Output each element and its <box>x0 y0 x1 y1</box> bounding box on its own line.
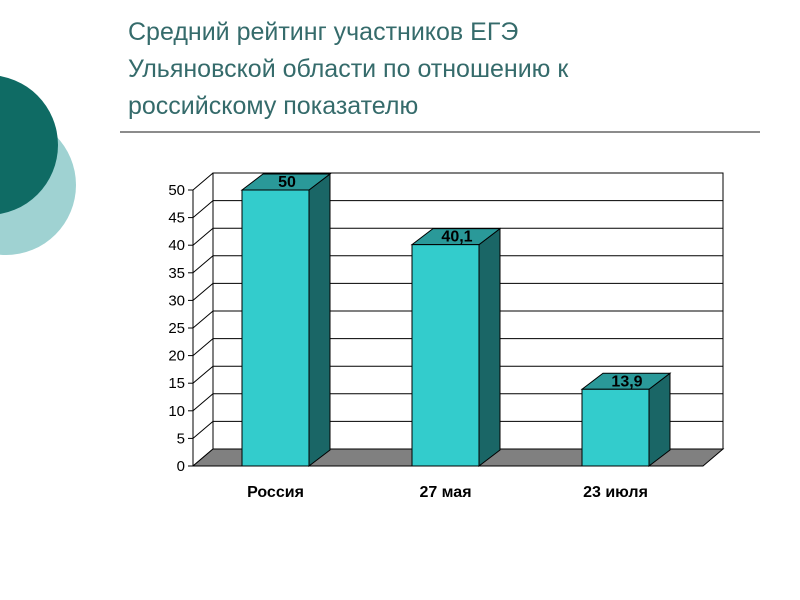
y-tick-label: 30 <box>168 292 185 309</box>
deco-dark-circle <box>0 76 58 214</box>
grid-diagonal <box>192 172 214 191</box>
grid-diagonal <box>192 393 214 412</box>
data-label: 13,9 <box>611 373 642 390</box>
grid-diagonal <box>192 421 214 439</box>
x-category-label: 23 июля <box>583 484 648 501</box>
grid-diagonal <box>192 365 214 384</box>
slide-title-line-3: российскому показателю <box>128 92 419 120</box>
grid-diagonal <box>192 283 214 301</box>
y-tick-label: 20 <box>168 348 185 365</box>
y-tick-label: 35 <box>168 265 185 282</box>
y-tick-label: 25 <box>168 320 185 337</box>
slide-title-line-2: Ульяновской области по отношению к <box>128 55 569 83</box>
grid-diagonal <box>192 227 214 246</box>
y-tick-label: 50 <box>168 182 185 199</box>
slide-title-line-1: Средний рейтинг участников ЕГЭ <box>128 18 519 46</box>
y-tick-label: 5 <box>177 430 185 447</box>
bar <box>581 388 650 467</box>
data-label: 50 <box>278 174 296 191</box>
y-tick-label: 45 <box>168 210 185 227</box>
bar-side <box>308 172 331 468</box>
bar-side <box>478 227 501 468</box>
x-category-label: Россия <box>247 484 304 501</box>
slide-title: Средний рейтинг участников ЕГЭ Ульяновск… <box>128 14 768 125</box>
data-label: 40,1 <box>441 229 472 246</box>
grid-diagonal <box>192 200 214 218</box>
y-tick-label: 40 <box>168 237 185 254</box>
x-category-label: 27 мая <box>419 484 471 501</box>
grid-diagonal <box>192 255 214 274</box>
title-divider <box>120 131 760 133</box>
bar <box>411 244 480 467</box>
grid-diagonal <box>192 338 214 356</box>
y-tick-label: 10 <box>168 403 185 420</box>
y-tick-label: 0 <box>177 458 185 475</box>
grid-diagonal <box>192 310 214 329</box>
y-tick-label: 15 <box>168 375 185 392</box>
bar <box>241 189 310 467</box>
